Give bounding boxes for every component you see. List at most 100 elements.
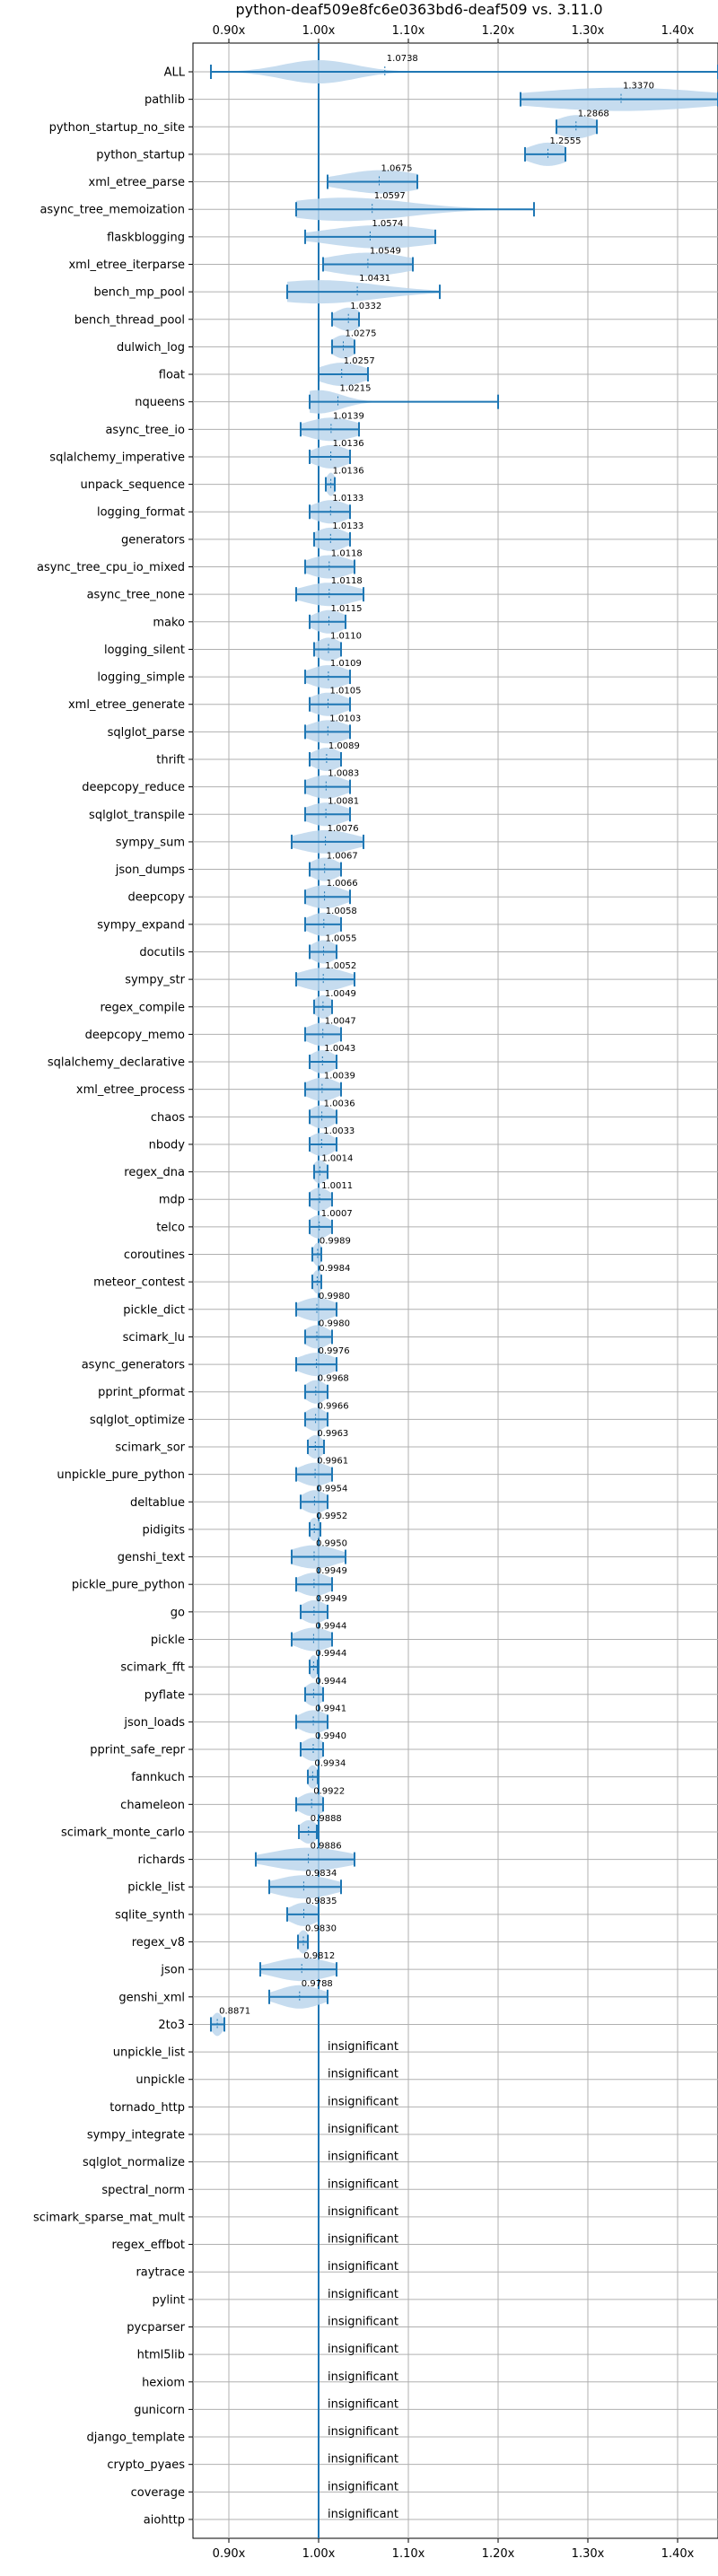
mean-value-label: 1.0275 xyxy=(346,329,377,338)
benchmark-label: sympy_integrate xyxy=(87,2129,185,2142)
insignificant-label: insignificant xyxy=(328,2040,398,2054)
x-tick-label-top: 1.30x xyxy=(572,24,605,38)
mean-value-label: 1.0257 xyxy=(344,356,375,366)
benchmark-label: genshi_text xyxy=(118,1551,185,1564)
benchmark-label: generators xyxy=(121,533,185,547)
insignificant-label: insignificant xyxy=(328,2151,398,2164)
benchmark-label: pycparser xyxy=(127,2321,185,2335)
mean-value-label: 1.0011 xyxy=(321,1181,353,1191)
benchmark-label: pathlib xyxy=(144,93,185,107)
mean-value-label: 0.8871 xyxy=(219,2006,250,2016)
insignificant-label: insignificant xyxy=(328,2177,398,2191)
benchmark-label: sympy_str xyxy=(125,974,185,987)
mean-value-label: 1.0675 xyxy=(381,164,413,174)
mean-value-label: 0.9944 xyxy=(315,1621,346,1631)
benchmark-label: sqlglot_transpile xyxy=(89,809,185,822)
mean-value-label: 1.0047 xyxy=(325,1016,356,1026)
x-tick-label-top: 1.20x xyxy=(482,24,515,38)
mean-value-label: 1.0007 xyxy=(321,1209,353,1219)
benchmark-label: xml_etree_parse xyxy=(89,176,185,189)
mean-value-label: 0.9886 xyxy=(311,1842,342,1852)
benchmark-label: chaos xyxy=(151,1111,185,1125)
mean-value-label: 1.0133 xyxy=(332,494,363,504)
benchmark-label: json_loads xyxy=(123,1716,185,1730)
benchmark-label: pickle_list xyxy=(127,1881,185,1895)
benchmark-label: json xyxy=(160,1964,185,1977)
x-tick-label-bottom: 1.30x xyxy=(572,2547,605,2561)
benchmark-label: meteor_contest xyxy=(93,1276,185,1290)
x-tick-label-bottom: 1.10x xyxy=(392,2547,425,2561)
mean-value-label: 1.0036 xyxy=(324,1099,355,1108)
mean-value-label: 1.0215 xyxy=(340,384,372,394)
insignificant-label: insignificant xyxy=(328,2480,398,2493)
x-tick-label-bottom: 1.20x xyxy=(482,2547,515,2561)
mean-value-label: 0.9835 xyxy=(306,1897,337,1906)
mean-value-label: 0.9934 xyxy=(314,1759,346,1769)
mean-value-label: 0.9834 xyxy=(305,1869,337,1879)
benchmark-label: mako xyxy=(153,616,185,629)
benchmark-label: logging_silent xyxy=(104,644,185,657)
mean-value-label: 1.0139 xyxy=(333,411,364,421)
benchmark-label: scimark_monte_carlo xyxy=(61,1826,185,1839)
benchmark-label: regex_compile xyxy=(100,1001,185,1014)
insignificant-label: insignificant xyxy=(328,2343,398,2356)
x-tick-label-bottom: 0.90x xyxy=(213,2547,246,2561)
benchmark-label: sqlite_synth xyxy=(115,1908,185,1922)
benchmark-label: gunicorn xyxy=(134,2404,185,2417)
mean-value-label: 1.0118 xyxy=(331,576,363,586)
x-tick-label-top: 1.10x xyxy=(392,24,425,38)
insignificant-label: insignificant xyxy=(328,2370,398,2384)
benchmark-label: unpickle_pure_python xyxy=(57,1468,185,1482)
benchmark-label: fannkuch xyxy=(131,1771,185,1784)
benchmark-label: xml_etree_iterparse xyxy=(68,258,185,272)
insignificant-label: insignificant xyxy=(328,2315,398,2328)
benchmark-label: xml_etree_process xyxy=(76,1083,185,1097)
mean-value-label: 1.0067 xyxy=(327,852,358,862)
benchmark-label: docutils xyxy=(139,946,185,959)
benchmark-label: spectral_norm xyxy=(101,2184,185,2197)
benchmark-label: logging_format xyxy=(97,506,185,520)
mean-value-label: 1.0052 xyxy=(325,961,356,971)
benchmark-label: sqlglot_optimize xyxy=(90,1414,185,1427)
benchmark-label: json_dumps xyxy=(115,863,185,877)
benchmark-label: float xyxy=(159,369,185,382)
mean-value-label: 1.0014 xyxy=(321,1154,353,1164)
mean-value-label: 0.9788 xyxy=(302,1979,333,1989)
insignificant-label: insignificant xyxy=(328,2123,398,2136)
x-tick-label-bottom: 1.40x xyxy=(661,2547,695,2561)
benchmark-label: pprint_safe_repr xyxy=(90,1744,185,1757)
mean-value-label: 1.0574 xyxy=(372,219,403,229)
benchmark-label: ALL xyxy=(164,66,186,80)
benchmark-label: go xyxy=(171,1606,185,1619)
mean-value-label: 0.9952 xyxy=(316,1511,347,1521)
insignificant-label: insignificant xyxy=(328,2260,398,2274)
benchmark-label: xml_etree_generate xyxy=(68,698,185,712)
benchmark-label: pidigits xyxy=(143,1523,186,1537)
mean-value-label: 1.0055 xyxy=(326,933,357,943)
benchmark-label: unpickle xyxy=(136,2073,185,2087)
insignificant-label: insignificant xyxy=(328,2233,398,2247)
benchmark-label: richards xyxy=(138,1853,186,1867)
mean-value-label: 0.9888 xyxy=(311,1814,342,1824)
mean-value-label: 1.0597 xyxy=(374,191,406,201)
benchmark-label: regex_effbot xyxy=(111,2239,185,2252)
mean-value-label: 1.0083 xyxy=(328,769,359,779)
benchmark-label: aiohttp xyxy=(144,2513,185,2527)
benchmark-label: nqueens xyxy=(135,396,185,409)
mean-value-label: 1.0103 xyxy=(329,714,361,723)
insignificant-label: insignificant xyxy=(328,2397,398,2411)
benchmark-label: async_tree_none xyxy=(87,589,185,602)
benchmark-label: hexiom xyxy=(142,2376,185,2389)
mean-value-label: 0.9968 xyxy=(318,1374,349,1384)
benchmark-label: deltablue xyxy=(130,1496,185,1510)
benchmark-label: sympy_expand xyxy=(97,918,185,932)
mean-value-label: 1.2555 xyxy=(550,136,582,146)
mean-value-label: 0.9940 xyxy=(315,1731,346,1741)
mean-value-label: 0.9954 xyxy=(316,1484,347,1494)
benchmark-label: regex_dna xyxy=(124,1166,185,1179)
mean-value-label: 1.0136 xyxy=(333,439,364,449)
insignificant-label: insignificant xyxy=(328,2453,398,2466)
x-tick-label-bottom: 1.00x xyxy=(302,2547,336,2561)
mean-value-label: 1.0136 xyxy=(333,467,364,477)
insignificant-label: insignificant xyxy=(328,2288,398,2301)
